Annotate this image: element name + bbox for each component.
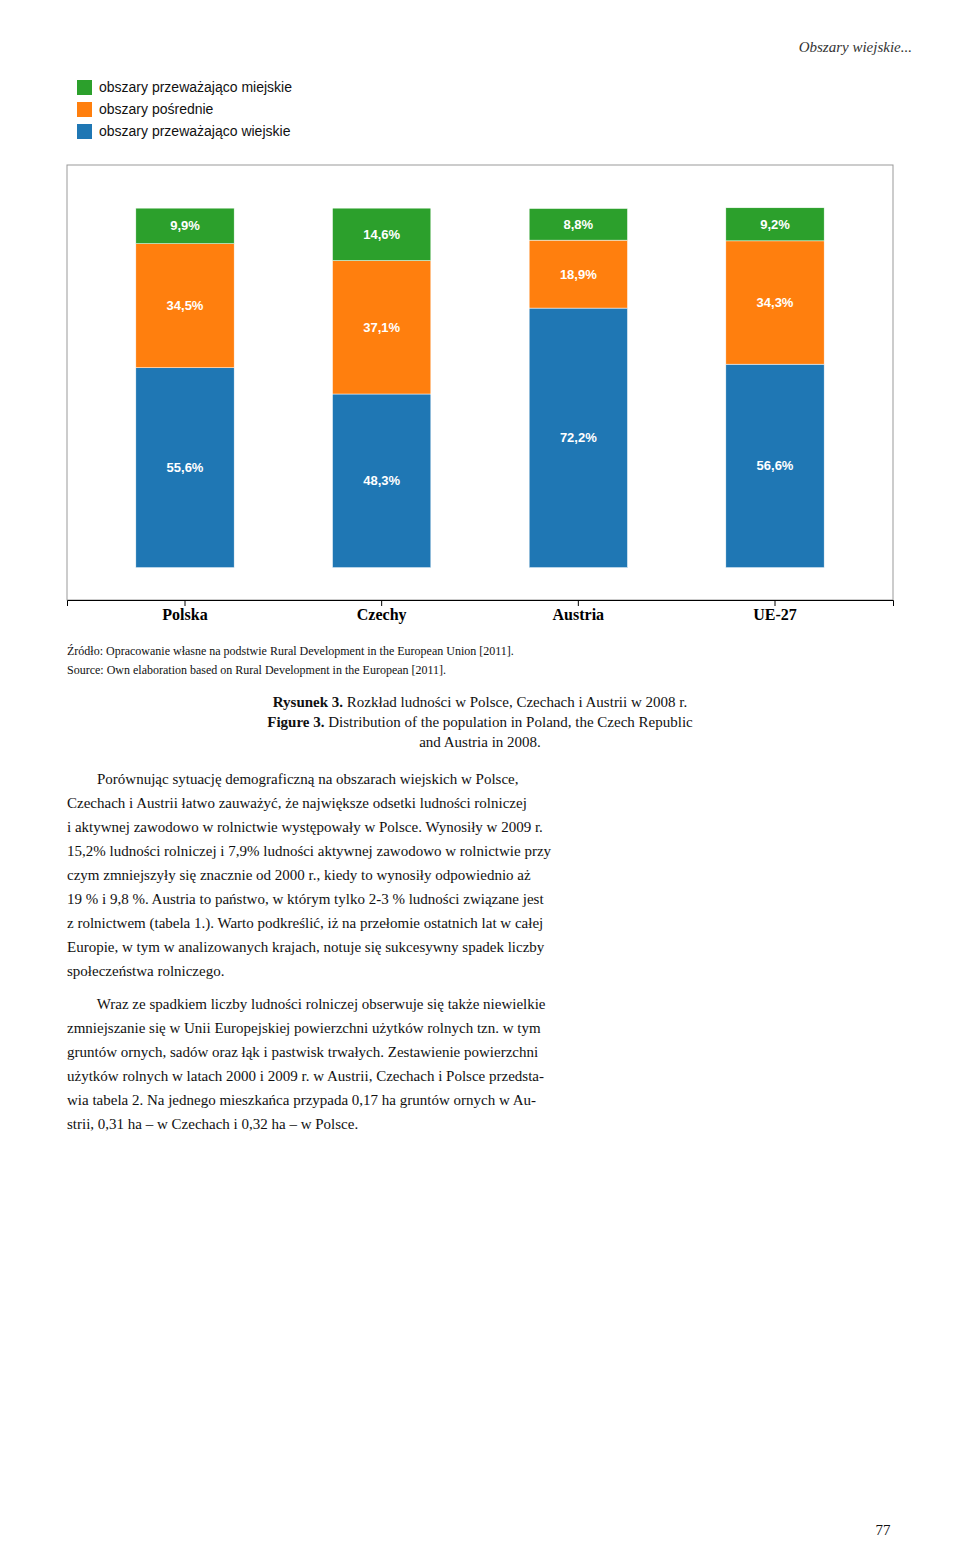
legend-swatch <box>77 102 92 117</box>
data-label: 9,9% <box>170 218 200 233</box>
bar-segment <box>529 240 627 308</box>
data-label: 18,9% <box>560 267 597 282</box>
x-tick-mark <box>775 600 776 606</box>
x-tick-label: Polska <box>162 606 207 623</box>
body-line: czym zmniejszyły się znacznie od 2000 r.… <box>67 867 531 883</box>
x-tick: Polska <box>162 600 207 623</box>
caption-rest: Rozkład ludności w Polsce, Czechach i Au… <box>343 694 687 710</box>
body-line: 19 % i 9,8 %. Austria to państwo, w któr… <box>67 891 544 907</box>
page-background <box>0 0 960 1557</box>
bar-segment <box>136 208 234 244</box>
bar-segment <box>726 208 824 241</box>
legend: obszary przeważająco miejskie obszary poś… <box>77 79 292 139</box>
page-number: 77 <box>876 1522 892 1538</box>
legend-label: obszary przeważająco miejskie <box>99 79 292 95</box>
x-axis-line <box>68 601 894 607</box>
body-line: społeczeństwa rolniczego. <box>67 963 224 979</box>
caption-rest: Distribution of the population in Poland… <box>324 714 693 730</box>
body-line: Wraz ze spadkiem liczby ludności rolnicz… <box>67 996 546 1012</box>
x-tick-label: Czechy <box>357 606 407 624</box>
legend-swatch <box>77 124 92 139</box>
caption-line: Rysunek 3. Rozkład ludności w Polsce, Cz… <box>273 694 687 710</box>
series <box>136 208 824 261</box>
body-line: z rolnictwem (tabela 1.). Warto podkreśl… <box>67 915 543 932</box>
bar-segment <box>726 241 824 364</box>
caption-prefix: Rysunek 3. <box>273 694 344 710</box>
data-label: 8,8% <box>564 217 594 232</box>
caption-line: and Austria in 2008. <box>419 734 541 750</box>
bar-segment <box>726 364 824 567</box>
x-tick-label: UE-27 <box>753 606 797 623</box>
data-label: 72,2% <box>560 430 597 445</box>
data-label: 55,6% <box>167 460 204 475</box>
legend-swatch <box>77 80 92 95</box>
body-line: gruntów ornych, sadów oraz łąk i pastwis… <box>67 1044 538 1060</box>
body-line: i aktywnej zawodowo w rolnictwie występo… <box>67 819 543 835</box>
bar-segment <box>529 209 627 241</box>
x-tick-mark <box>185 600 186 606</box>
data-label: 14,6% <box>363 227 400 242</box>
x-tick: Austria <box>553 600 605 623</box>
bar-segment <box>333 208 431 260</box>
data-label: 56,6% <box>757 458 794 473</box>
data-label: 34,5% <box>167 298 204 313</box>
legend-item: obszary pośrednie <box>77 101 214 117</box>
bar-segment <box>529 308 627 568</box>
x-axis: Polska Czechy Austria UE-27 <box>68 600 894 624</box>
x-tick-mark <box>578 600 579 606</box>
data-label: 9,2% <box>760 217 790 232</box>
data-label: 48,3% <box>363 473 400 488</box>
body-line: wia tabela 2. Na jednego mieszkańca przy… <box>67 1092 536 1108</box>
body-line: strii, 0,31 ha – w Czechach i 0,32 ha – … <box>67 1116 358 1132</box>
x-tick-mark <box>381 600 382 606</box>
body-line: Europie, w tym w analizowanych krajach, … <box>67 939 545 955</box>
data-label: 34,3% <box>757 295 794 310</box>
plot-frame <box>67 165 893 600</box>
series <box>136 240 824 394</box>
body-line: Porównując sytuację demograficzną na obs… <box>67 771 519 787</box>
source-line: Źródło: Opracowanie własne na podstwie R… <box>67 644 514 658</box>
legend-label: obszary przeważająco wiejskie <box>99 123 291 139</box>
data-labels: 55,6% 48,3% 72,2% 56,6% 34,5% 37,1% 18,9% 34,3%… <box>167 217 794 489</box>
legend-item: obszary przeważająco miejskie <box>77 79 292 95</box>
header: Obszary wiejskie... <box>799 39 912 55</box>
chart: 55,6% 48,3% 72,2% 56,6% 34,5% 37,1% 18,9% 34,3%… <box>67 165 894 624</box>
data-label: 37,1% <box>363 320 400 335</box>
caption-line: Figure 3. Distribution of the population… <box>267 714 693 730</box>
bar-segment <box>136 244 234 368</box>
x-tick: Czechy <box>357 600 407 624</box>
x-tick: UE-27 <box>753 600 797 623</box>
legend-item: obszary przeważająco wiejskie <box>77 123 291 139</box>
bars <box>136 208 824 568</box>
caption-prefix: Figure 3. <box>267 714 324 730</box>
bar-segment <box>333 261 431 394</box>
body-line: Czechach i Austrii łatwo zauważyć, że na… <box>67 795 527 811</box>
body-line: użytków rolnych w latach 2000 i 2009 r. … <box>67 1068 544 1084</box>
legend-label: obszary pośrednie <box>99 101 214 117</box>
x-tick-label: Austria <box>553 606 605 623</box>
body-line: zmniejszanie się w Unii Europejskiej pow… <box>67 1020 541 1036</box>
bar-segment <box>136 368 234 568</box>
series <box>136 308 824 568</box>
bar-segment <box>333 394 431 568</box>
page: Obszary wiejskie... 55,6% 48,3% 72,2% 56,6% 3… <box>0 0 960 1557</box>
source-line: Source: Own elaboration based on Rural D… <box>67 663 446 677</box>
body-line: 15,2% ludności rolniczej i 7,9% ludności… <box>67 843 552 859</box>
